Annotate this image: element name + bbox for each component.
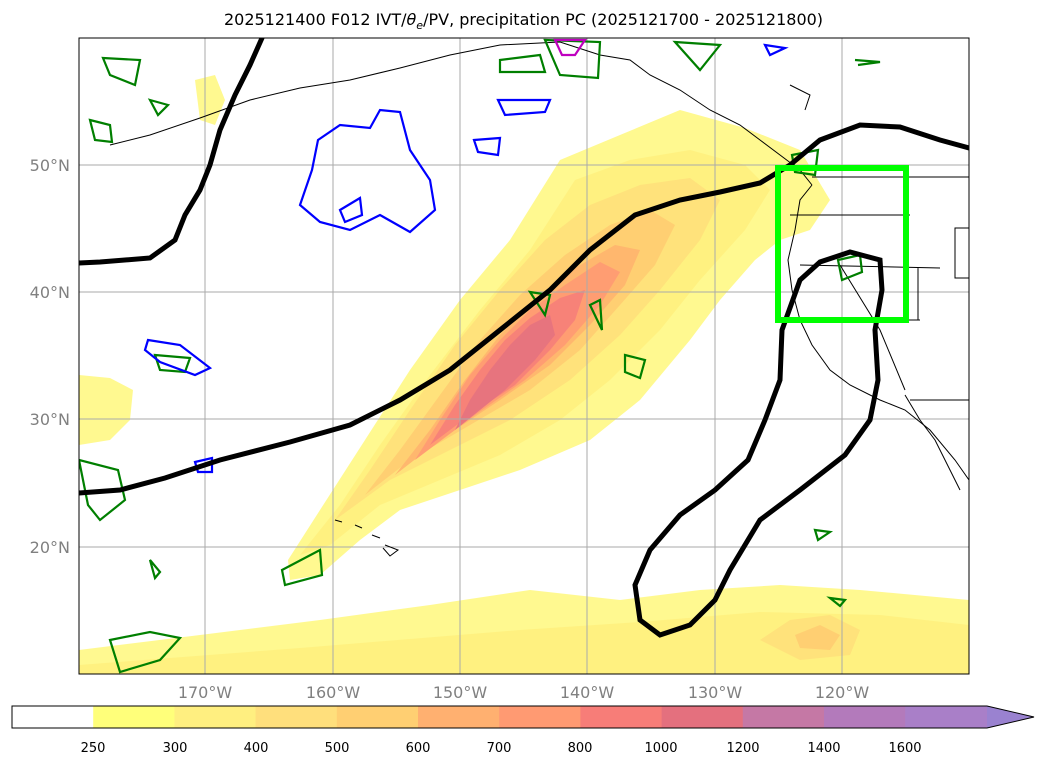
lat-label: 20°N [30, 538, 70, 557]
ivt-shading [79, 75, 969, 674]
colorbar-extend-arrow [987, 706, 1034, 728]
north-black-contour [79, 38, 265, 266]
map-frame [78, 37, 970, 675]
colorbar-tick-label: 700 [487, 741, 512, 756]
lon-label: 130°W [688, 683, 743, 702]
lon-label: 160°W [306, 683, 361, 702]
colorbar-tick-label: 800 [568, 741, 593, 756]
green-contour [79, 458, 127, 522]
colorbar-tick-label: 600 [406, 741, 431, 756]
region-box [775, 165, 909, 323]
colorbar-tick-label: 1200 [726, 741, 759, 756]
blue-contour [472, 136, 502, 157]
colorbar-swatch [580, 706, 663, 728]
colorbar-tick-label: 500 [325, 741, 350, 756]
colorbar-swatch [905, 706, 987, 728]
colorbar-swatch [174, 706, 257, 728]
baja-coast [904, 394, 961, 491]
main-black-contour [79, 122, 969, 496]
colorbar-tick-label: 400 [244, 741, 269, 756]
lat-label: 50°N [30, 156, 70, 175]
colorbar-swatch [93, 706, 175, 728]
green-contour [88, 118, 114, 144]
blue-contour [763, 43, 789, 57]
green-contour [826, 596, 848, 608]
green-contour [527, 290, 552, 318]
blue-contour [496, 98, 552, 117]
lon-label: 140°W [560, 683, 615, 702]
thetae-contours [79, 38, 881, 674]
colorbar-tick-label: 1000 [644, 741, 677, 756]
title-suffix: /PV, precipitation PC (2025121700 - 2025… [423, 10, 824, 29]
ivt-1000-region [455, 315, 555, 430]
lat-label: 40°N [30, 283, 70, 302]
map-panel [79, 38, 969, 674]
lat-labels: 50°N 40°N 30°N 20°N [30, 156, 70, 557]
colorbar-tick-label: 1400 [807, 741, 840, 756]
colorbar-ticks: 250 300 400 500 600 700 800 1000 1200 14… [81, 741, 922, 756]
green-contour [543, 38, 602, 80]
colorbar-swatch [742, 706, 825, 728]
ivt-250-west [79, 375, 133, 445]
green-contour [836, 253, 864, 282]
green-contour [108, 630, 183, 674]
colorbar-swatch [661, 706, 744, 728]
colorbar: 250 300 400 500 600 700 800 1000 1200 14… [11, 705, 1035, 756]
green-contour [101, 56, 142, 87]
lon-label: 170°W [178, 683, 233, 702]
green-contour [672, 40, 723, 72]
lon-labels: 170°W 160°W 150°W 140°W 130°W 120°W [178, 683, 870, 702]
black-contours [79, 38, 969, 638]
colorbar-swatches [12, 706, 987, 728]
colorbar-tick-label: 300 [163, 741, 188, 756]
colorbar-tick-label: 250 [81, 741, 106, 756]
green-contour [588, 298, 604, 331]
lat-label: 30°N [30, 410, 70, 429]
colorbar-swatch [824, 706, 906, 728]
map-title: 2025121400 F012 IVT/θe/PV, precipitation… [0, 10, 1047, 32]
colorbar-swatch [418, 706, 500, 728]
green-contour [147, 98, 171, 117]
canada-coast [789, 84, 811, 111]
bc-coast [787, 184, 969, 481]
title-theta: θ [406, 10, 417, 29]
colorbar-swatch [255, 706, 338, 728]
green-contour [498, 53, 547, 74]
colorbar-tick-label: 1600 [888, 741, 921, 756]
green-contour [854, 58, 881, 67]
ivt-500-south [795, 625, 840, 650]
loop-black-contour [632, 249, 885, 638]
colorbar-outline [11, 705, 1035, 729]
hawaii-islands [334, 519, 400, 557]
green-contour [623, 353, 647, 380]
colorbar-swatch [499, 706, 581, 728]
colorbar-swatch [336, 706, 419, 728]
green-contour [280, 548, 324, 587]
title-prefix: 2025121400 F012 IVT/ [223, 10, 407, 29]
lon-label: 120°W [815, 683, 870, 702]
title-theta-sub: e [416, 19, 424, 33]
blue-contour [298, 108, 437, 234]
lon-label: 150°W [433, 683, 488, 702]
green-contour [813, 528, 834, 542]
ivt-250-top [195, 75, 225, 125]
magenta-contour [553, 38, 588, 57]
colorbar-swatch [12, 706, 94, 728]
graticule [79, 38, 969, 674]
ivt-300-south [79, 612, 969, 674]
blue-contour [338, 196, 364, 224]
blue-contour [143, 338, 213, 377]
green-contour [148, 559, 162, 581]
